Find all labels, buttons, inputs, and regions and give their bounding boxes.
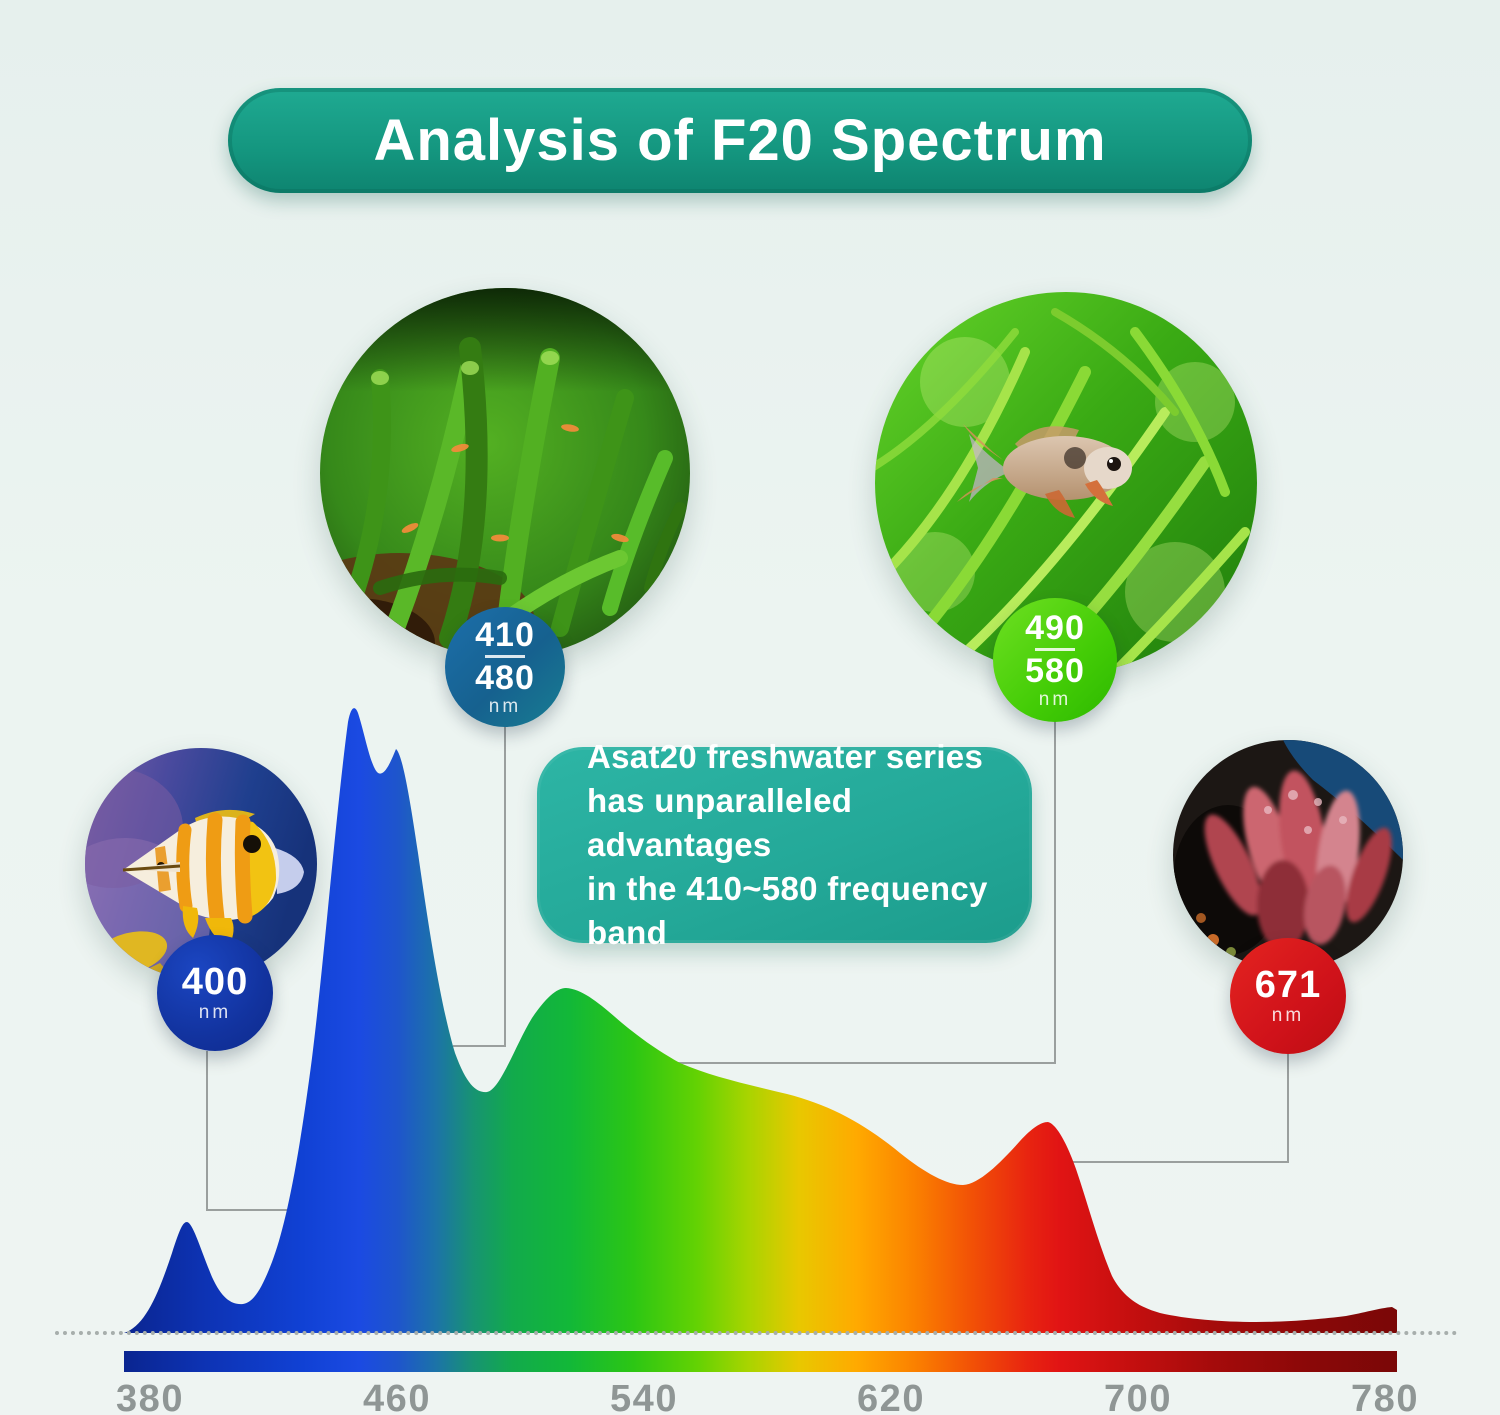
connector-490-580nm-vertical xyxy=(1054,720,1056,1064)
badge-490-580nm: 490 580 nm xyxy=(993,598,1117,722)
connector-410-480nm-vertical xyxy=(504,725,506,1047)
badge-480-value: 480 xyxy=(475,658,535,697)
badge-divider xyxy=(1035,647,1075,651)
badge-410-value: 410 xyxy=(475,615,535,654)
small-fish-illustration xyxy=(957,424,1132,518)
axis-tick-460: 460 xyxy=(363,1378,431,1415)
badge-671-value: 671 xyxy=(1254,964,1322,1006)
connector-400nm-vertical xyxy=(206,1051,208,1211)
connector-671nm-vertical xyxy=(1287,1052,1289,1163)
badge-490-value: 490 xyxy=(1025,608,1085,647)
badge-unit: nm xyxy=(1038,688,1072,710)
axis-tick-620: 620 xyxy=(857,1378,925,1415)
badge-divider xyxy=(485,654,525,658)
connector-490-580nm-horizontal xyxy=(673,1062,1056,1064)
info-line-1: Asat20 freshwater series xyxy=(587,738,984,775)
axis-tick-380: 380 xyxy=(116,1378,184,1415)
axis-tick-780: 780 xyxy=(1351,1378,1419,1415)
badge-400-value: 400 xyxy=(181,961,249,1003)
info-line-2: has unparalleled advantages xyxy=(587,782,853,863)
page-title: Analysis of F20 Spectrum xyxy=(373,108,1107,173)
badge-671nm: 671 nm xyxy=(1230,938,1346,1054)
connector-410-480nm-horizontal xyxy=(453,1045,506,1047)
red-coral-illustration xyxy=(1173,740,1403,970)
badge-410-480nm: 410 480 nm xyxy=(445,607,565,727)
info-line-3: in the 410~580 frequency band xyxy=(587,870,988,951)
copperband-fish xyxy=(122,809,304,946)
badge-unit: nm xyxy=(198,1002,232,1023)
connector-671nm-horizontal xyxy=(1070,1161,1289,1163)
info-box: Asat20 freshwater series has unparallele… xyxy=(537,738,1032,951)
red-coral-photo xyxy=(1173,740,1403,970)
chart-baseline-dotted xyxy=(55,1331,1458,1335)
title-banner: Analysis of F20 Spectrum xyxy=(228,88,1252,193)
badge-unit: nm xyxy=(1271,1005,1305,1026)
axis-tick-700: 700 xyxy=(1104,1378,1172,1415)
axis-tick-540: 540 xyxy=(610,1378,678,1415)
spectrum-area xyxy=(124,708,1397,1333)
badge-400nm: 400 nm xyxy=(157,935,273,1051)
badge-580-value: 580 xyxy=(1025,651,1085,690)
badge-unit: nm xyxy=(488,695,522,717)
connector-400nm-horizontal xyxy=(206,1209,290,1211)
spectrum-gradient-bar xyxy=(124,1351,1397,1372)
